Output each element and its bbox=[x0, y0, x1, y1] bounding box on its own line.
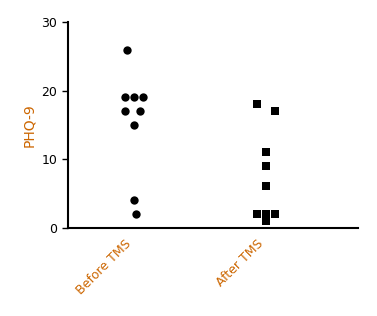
Y-axis label: PHQ-9: PHQ-9 bbox=[22, 103, 36, 147]
